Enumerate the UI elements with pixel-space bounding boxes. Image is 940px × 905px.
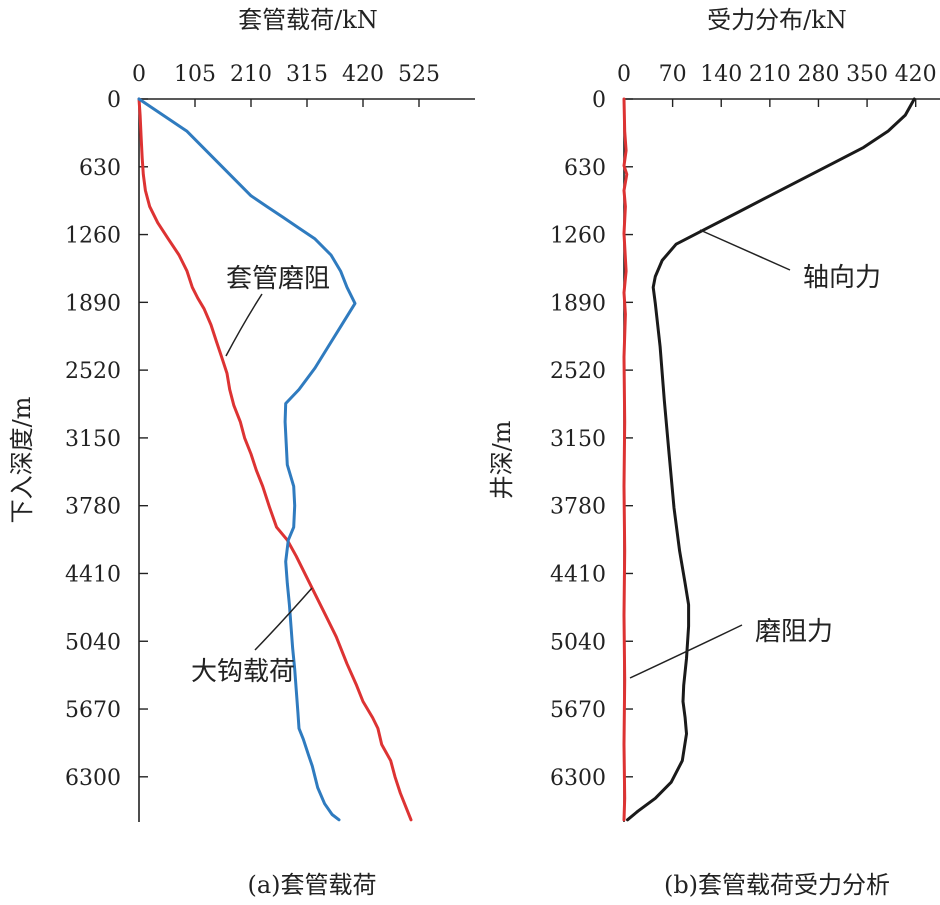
y-tick-label: 5670 (65, 698, 121, 723)
series-line-axial-force (626, 97, 916, 822)
annotation-axial-force: 轴向力 (803, 263, 881, 293)
y-tick-label: 3780 (550, 495, 606, 520)
x-tick-label: 210 (230, 62, 272, 87)
annotation-hook-load: 大钩载荷 (191, 657, 295, 687)
y-tick-label: 3780 (65, 495, 121, 520)
y-tick-label: 630 (564, 156, 606, 181)
x-tick-label: 420 (895, 62, 937, 87)
y-tick-label: 2520 (550, 359, 606, 384)
series-line-hook-load (137, 97, 357, 822)
caption-a: (a)套管载荷 (247, 871, 376, 899)
leader-axial-force (699, 229, 791, 271)
panel-casing-load: 套管载荷/kN 0 105 210 315 420 525 0 630 1260 1890 2520… (8, 6, 475, 899)
y-tick-label: 1890 (550, 291, 606, 316)
leader-casing-friction (225, 293, 263, 357)
y-tick-label: 3150 (550, 427, 606, 452)
x-tick-label: 105 (174, 62, 216, 87)
x-tick-label: 140 (700, 62, 742, 87)
y-tick-label: 4410 (550, 562, 606, 587)
y-tick-label: 630 (79, 156, 121, 181)
panel-a-series (137, 97, 413, 822)
y-tick-label: 5040 (550, 630, 606, 655)
x-tick-label: 70 (659, 62, 687, 87)
annotation-casing-friction: 套管磨阻 (226, 264, 330, 294)
y-tick-label: 1890 (65, 291, 121, 316)
leader-hook-load (254, 587, 313, 651)
x-tick-label: 0 (132, 62, 146, 87)
panel-a-title: 套管载荷/kN (238, 6, 378, 34)
y-tick-label: 0 (592, 88, 606, 113)
x-tick-label: 350 (846, 62, 888, 87)
panel-b-title: 受力分布/kN (707, 6, 847, 34)
caption-b: (b)套管载荷受力分析 (664, 871, 890, 899)
y-tick-label: 4410 (65, 562, 121, 587)
y-tick-label: 2520 (65, 359, 121, 384)
y-tick-label: 5670 (550, 698, 606, 723)
x-tick-label: 525 (398, 62, 440, 87)
y-tick-label: 1260 (550, 224, 606, 249)
x-tick-label: 315 (286, 62, 328, 87)
x-tick-label: 420 (342, 62, 384, 87)
panel-a-y-axis-label: 下入深度/m (8, 396, 36, 523)
x-tick-label: 280 (797, 62, 839, 87)
series-line-casing-friction (137, 97, 413, 822)
panel-force-distribution: 受力分布/kN 0 70 140 210 280 350 420 0 630 1260 1890 25… (488, 6, 940, 899)
y-tick-label: 0 (107, 88, 121, 113)
panel-b-axes: 0 70 140 210 280 350 420 0 630 1260 1890 2520 3150 37… (550, 62, 940, 822)
x-tick-label: 0 (617, 62, 631, 87)
annotation-friction-force: 磨阻力 (755, 617, 833, 647)
x-tick-label: 210 (749, 62, 791, 87)
y-tick-label: 3150 (65, 427, 121, 452)
panel-b-series (622, 97, 916, 822)
y-tick-label: 6300 (65, 766, 121, 791)
y-tick-label: 6300 (550, 766, 606, 791)
panel-a-axes: 0 105 210 315 420 525 0 630 1260 1890 2520 3150 3780… (65, 62, 475, 822)
leader-friction-force (629, 624, 743, 679)
series-line-friction-force (622, 97, 629, 822)
y-tick-label: 5040 (65, 630, 121, 655)
y-tick-label: 1260 (65, 224, 121, 249)
panel-b-y-axis-label: 井深/m (488, 420, 516, 499)
